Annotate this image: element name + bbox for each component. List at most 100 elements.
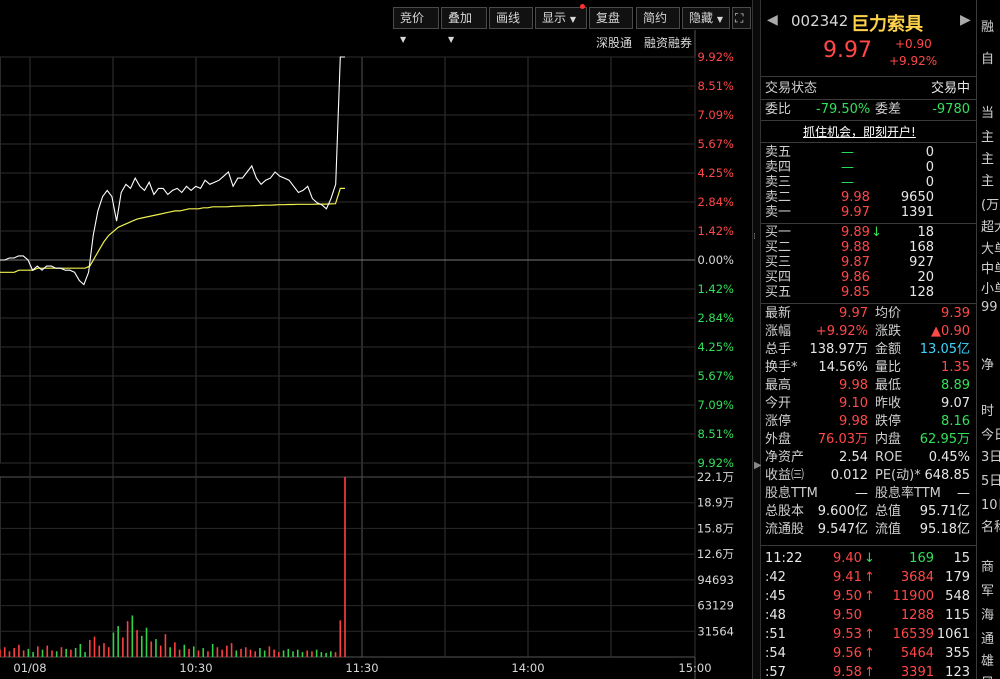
stat-value: 0.45% (928, 450, 970, 465)
overlay-label: 叠加 (448, 11, 473, 25)
ask-row: 卖二 9.98 9650 (761, 190, 976, 205)
stat-value: 76.03万 (817, 432, 868, 447)
trade-status-label: 交易状态 (765, 81, 818, 96)
splitter-grip-icon: ⁞ (753, 232, 756, 242)
tick-count: 355 (945, 646, 970, 661)
tick-row: :48 9.50 1288 115 (761, 606, 976, 625)
up-arrow-icon: ↑ (864, 665, 875, 679)
stat-value: 95.18亿 (919, 522, 970, 537)
bid-auction-dropdown[interactable]: 竞价 ▼ (393, 7, 439, 44)
promo-link[interactable]: 抓住机会，即刻开户! (803, 125, 916, 139)
weibi-label: 委比 (765, 102, 792, 117)
tick-row: :45 9.50 ↑ 11900 548 (761, 587, 976, 606)
ask-volume: 9650 (900, 190, 934, 205)
side-strip-item: 主 (981, 130, 995, 145)
ask-row: 卖一 9.97 1391 (761, 205, 976, 220)
bid-label: 买一 (765, 225, 792, 240)
stat-label: 总手 (765, 342, 792, 357)
price-axis-label: 4.25% (697, 340, 734, 354)
display-dropdown[interactable]: 显示 ▼ (535, 7, 587, 29)
tick-row: :51 9.53 ↑ 16539 1061 (761, 625, 976, 644)
side-strip-item: 主 (981, 152, 995, 167)
divider (761, 142, 976, 143)
side-strip-item: (万元 (981, 198, 1000, 213)
ask-price: — (841, 175, 854, 190)
bid-row: 买三 9.87 927 (761, 255, 976, 270)
stat-row: 总股本 9.600亿 总值 95.71亿 (761, 503, 976, 521)
chevron-down-icon: ▼ (716, 15, 723, 24)
price-line (0, 56, 345, 286)
notification-dot-icon (580, 4, 585, 9)
side-strip-item: 10日 (981, 498, 1000, 513)
stat-value: — (855, 486, 868, 501)
weicha-value: -9780 (932, 102, 970, 117)
bid-price: 9.87 (841, 255, 870, 270)
bid-volume: 20 (917, 270, 934, 285)
weibi-value: -79.50% (816, 102, 871, 117)
side-strip-item: 今日 (981, 428, 1000, 443)
stat-label: 股息率TTM (875, 486, 941, 501)
stat-label: 流通股 (765, 522, 805, 537)
stat-label: 收益㈢ (765, 468, 805, 483)
fullscreen-icon[interactable]: ⛶ (732, 7, 751, 29)
tick-volume: 11900 (892, 589, 934, 604)
volume-axis-label: 22.1万 (697, 470, 734, 484)
tick-price: 9.50 (833, 589, 862, 604)
stat-row: 最高 9.98 最低 8.89 (761, 377, 976, 395)
intraday-chart[interactable]: 9.92% 8.51% 7.09% 5.67% 4.25% 2.84% 1.42% 0.00%… (0, 30, 752, 679)
promo-banner[interactable]: 抓住机会，即刻开户! (761, 123, 976, 141)
stat-row: 总手 138.97万 金额 13.05亿 (761, 341, 976, 359)
stat-value: 8.89 (941, 378, 970, 393)
stat-label: 总股本 (765, 504, 805, 519)
price-axis-label: 8.51% (697, 427, 734, 441)
bid-row: 买四 9.86 20 (761, 270, 976, 285)
divider (761, 223, 976, 224)
tick-time: :54 (765, 646, 786, 661)
tick-row: :57 9.58 ↑ 3391 123 (761, 663, 976, 679)
axis-labels: 9.92% 8.51% 7.09% 5.67% 4.25% 2.84% 1.42% 0.00%… (13, 50, 734, 675)
stat-value: 8.16 (941, 414, 970, 429)
overlay-dropdown[interactable]: 叠加 ▼ (441, 7, 487, 44)
tick-volume: 1288 (900, 608, 934, 623)
chart-grid (0, 30, 696, 679)
side-strip-item: 融 (981, 20, 995, 35)
stat-row: 最新 9.97 均价 9.39 (761, 305, 976, 323)
draw-line-button[interactable]: 画线 (489, 7, 533, 29)
side-strip-item: 小单 (981, 282, 1000, 297)
tick-volume: 5464 (900, 646, 934, 661)
tick-volume: 169 (909, 551, 934, 566)
tick-volume: 3684 (900, 570, 934, 585)
hide-dropdown[interactable]: 隐藏 ▼ (682, 7, 730, 29)
stat-row: 涨停 9.98 跌停 8.16 (761, 413, 976, 431)
side-strip-item: 通 (981, 632, 995, 647)
volume-axis-label: 94693 (697, 573, 734, 587)
margin-trading-link[interactable]: 融资融券 (644, 36, 693, 50)
up-arrow-icon: ↑ (864, 589, 875, 604)
tick-count: 123 (945, 665, 970, 679)
volume-frame (0, 476, 696, 658)
price-axis-label: 9.92% (697, 50, 734, 64)
divider (761, 303, 976, 304)
next-stock-arrow-icon[interactable]: ▶ (960, 12, 971, 28)
stat-value: +9.92% (815, 324, 868, 339)
shenzhen-connect-link[interactable]: 深股通 (596, 36, 633, 50)
review-button[interactable]: 复盘 (589, 7, 633, 29)
prev-stock-arrow-icon[interactable]: ◀ (767, 12, 778, 28)
bid-volume: 128 (909, 285, 934, 300)
stat-value: 9.600亿 (817, 504, 868, 519)
stat-label: 总值 (875, 504, 902, 519)
time-axis-label: 01/08 (13, 661, 46, 675)
tick-time: :42 (765, 570, 786, 585)
tick-time: :51 (765, 627, 786, 642)
ask-volume: 0 (925, 175, 934, 190)
panel-splitter[interactable]: ⁞ ▶ (752, 0, 762, 679)
bid-label: 买三 (765, 255, 792, 270)
chevron-down-icon: ▼ (448, 35, 455, 44)
ask-label: 卖四 (765, 160, 792, 175)
stat-label: 量比 (875, 360, 902, 375)
collapse-arrow-icon[interactable]: ▶ (754, 460, 762, 471)
price-axis-label: 4.25% (697, 166, 734, 180)
minimal-button[interactable]: 简约 (636, 7, 680, 29)
ask-price: 9.98 (841, 190, 870, 205)
price-change: +0.90 (895, 37, 932, 51)
